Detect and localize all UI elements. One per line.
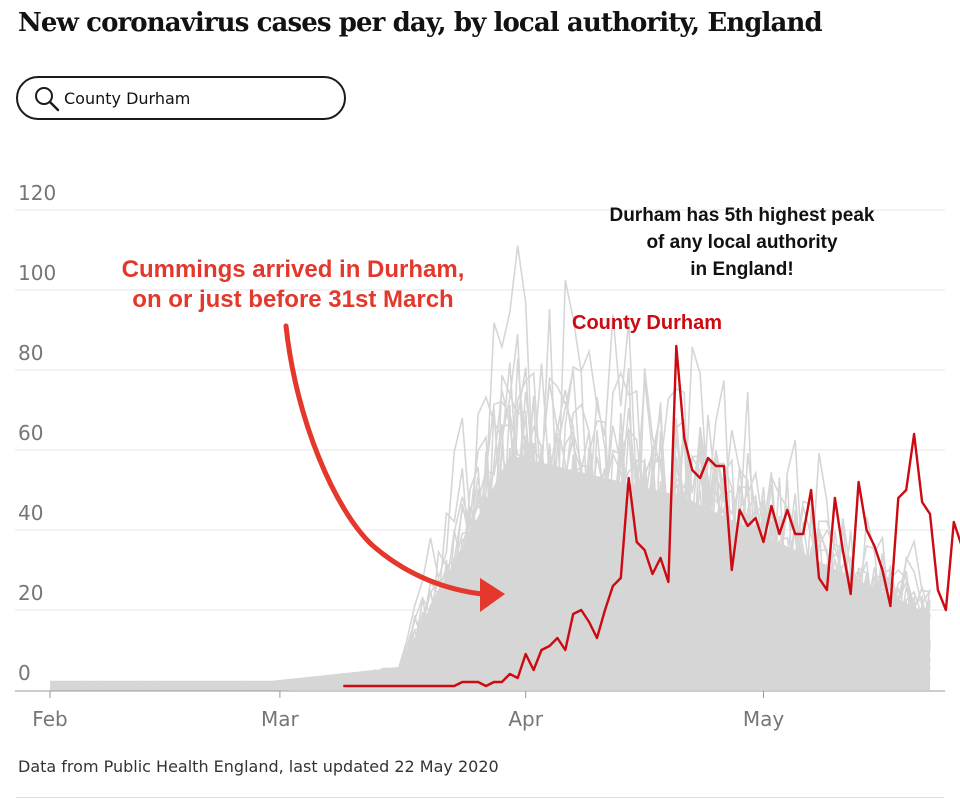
annotation-arrowhead xyxy=(480,578,505,612)
y-tick-label: 100 xyxy=(18,261,56,285)
y-tick-label: 60 xyxy=(18,421,43,445)
highlighted-series xyxy=(343,344,960,688)
background-authority-line xyxy=(49,409,931,691)
local-authority-search[interactable] xyxy=(16,76,346,120)
y-tick-label: 40 xyxy=(18,501,43,525)
y-tick-label: 20 xyxy=(18,581,43,605)
cummings-annotation: Cummings arrived in Durham, xyxy=(122,256,465,283)
x-axis-ticks: Feb Mar Apr May xyxy=(32,691,784,731)
x-tick-label: Mar xyxy=(261,707,300,731)
y-tick-label: 120 xyxy=(18,181,56,205)
x-tick-label: May xyxy=(743,707,785,731)
cummings-annotation: on or just before 31st March xyxy=(132,286,453,313)
peak-annotation: in England! xyxy=(690,259,793,280)
search-icon xyxy=(35,87,60,112)
y-tick-label: 80 xyxy=(18,341,43,365)
peak-annotation: Durham has 5th highest peak xyxy=(609,205,874,226)
data-source-note: Data from Public Health England, last up… xyxy=(18,757,499,776)
peak-annotation: of any local authority xyxy=(646,232,838,253)
bottom-divider xyxy=(16,797,944,798)
y-axis-ticks: 0 20 40 60 80 100 120 xyxy=(18,181,56,685)
chart-title: New coronavirus cases per day, by local … xyxy=(18,8,823,38)
annotation-arrow xyxy=(283,323,485,597)
x-tick-label: Feb xyxy=(32,707,67,731)
county-durham-line xyxy=(343,344,960,688)
x-tick-label: Apr xyxy=(508,707,543,731)
background-authority-lines xyxy=(49,245,931,691)
search-input[interactable] xyxy=(64,86,324,110)
annotations: Cummings arrived in Durham, on or just be… xyxy=(122,205,875,612)
county-durham-label: County Durham xyxy=(572,312,722,334)
y-tick-label: 0 xyxy=(18,661,31,685)
